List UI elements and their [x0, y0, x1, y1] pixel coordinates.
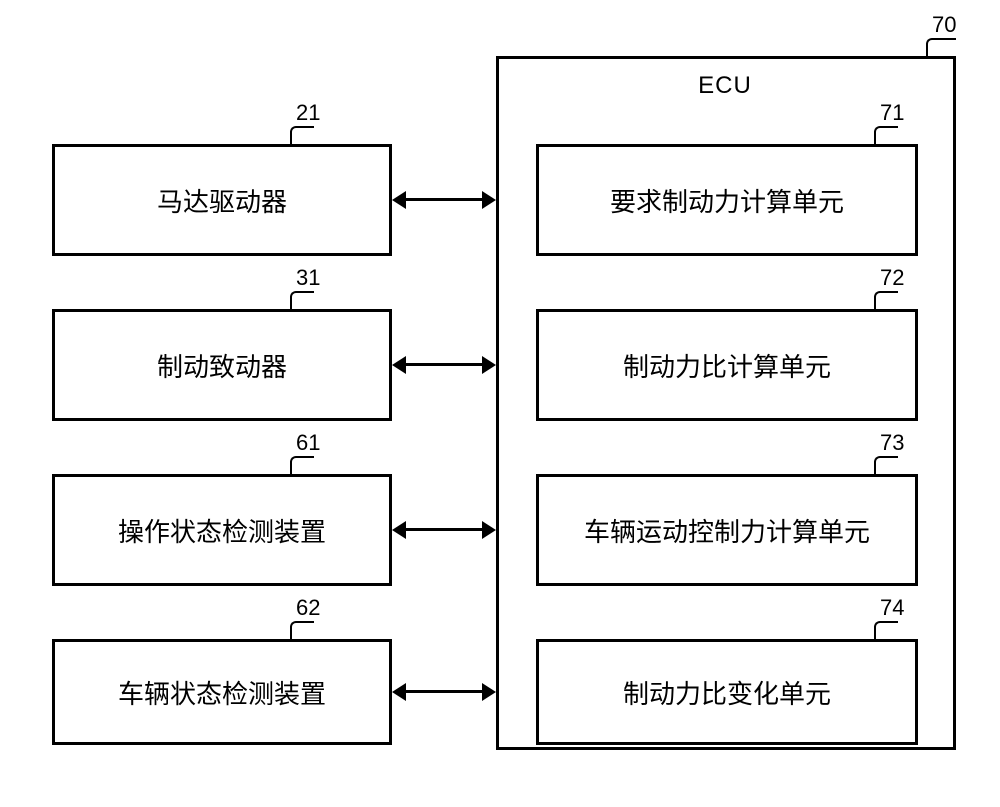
block-brake-actuator-label: 制动致动器	[157, 347, 287, 384]
block-veh-motion-calc: 车辆运动控制力计算单元	[536, 474, 918, 586]
ref-hook-74	[874, 621, 898, 639]
block-veh-state-detect-label: 车辆状态检测装置	[118, 674, 326, 711]
ref-label-70: 70	[932, 12, 956, 38]
connector-2-left-head	[392, 356, 406, 374]
connector-4-left-head	[392, 683, 406, 701]
connector-2-line	[406, 363, 482, 366]
block-req-brake-calc-label: 要求制动力计算单元	[610, 182, 844, 219]
connector-1-line	[406, 198, 482, 201]
block-brake-actuator: 制动致动器	[52, 309, 392, 421]
ref-hook-61	[290, 456, 314, 474]
block-brake-ratio-calc-label: 制动力比计算单元	[623, 347, 831, 384]
ref-label-21: 21	[296, 100, 320, 126]
block-op-state-detect: 操作状态检测装置	[52, 474, 392, 586]
ref-hook-62	[290, 621, 314, 639]
connector-4-line	[406, 690, 482, 693]
block-motor-driver-label: 马达驱动器	[157, 182, 287, 219]
connector-3-line	[406, 528, 482, 531]
connector-1-right-head	[482, 191, 496, 209]
block-veh-state-detect: 车辆状态检测装置	[52, 639, 392, 745]
connector-4-right-head	[482, 683, 496, 701]
ref-label-74: 74	[880, 595, 904, 621]
ecu-title: ECU	[690, 72, 760, 100]
connector-1-left-head	[392, 191, 406, 209]
ref-hook-31	[290, 291, 314, 309]
ref-label-62: 62	[296, 595, 320, 621]
ref-hook-70	[926, 38, 956, 56]
block-veh-motion-calc-label: 车辆运动控制力计算单元	[584, 512, 870, 549]
ref-label-73: 73	[880, 430, 904, 456]
ref-hook-21	[290, 126, 314, 144]
ref-label-72: 72	[880, 265, 904, 291]
block-op-state-detect-label: 操作状态检测装置	[118, 512, 326, 549]
ref-hook-72	[874, 291, 898, 309]
ref-hook-73	[874, 456, 898, 474]
block-motor-driver: 马达驱动器	[52, 144, 392, 256]
connector-3-right-head	[482, 521, 496, 539]
ref-label-61: 61	[296, 430, 320, 456]
ref-label-71: 71	[880, 100, 904, 126]
block-brake-ratio-calc: 制动力比计算单元	[536, 309, 918, 421]
ref-label-31: 31	[296, 265, 320, 291]
connector-3-left-head	[392, 521, 406, 539]
ref-hook-71	[874, 126, 898, 144]
block-brake-ratio-chg-label: 制动力比变化单元	[623, 674, 831, 711]
block-brake-ratio-chg: 制动力比变化单元	[536, 639, 918, 745]
block-req-brake-calc: 要求制动力计算单元	[536, 144, 918, 256]
connector-2-right-head	[482, 356, 496, 374]
